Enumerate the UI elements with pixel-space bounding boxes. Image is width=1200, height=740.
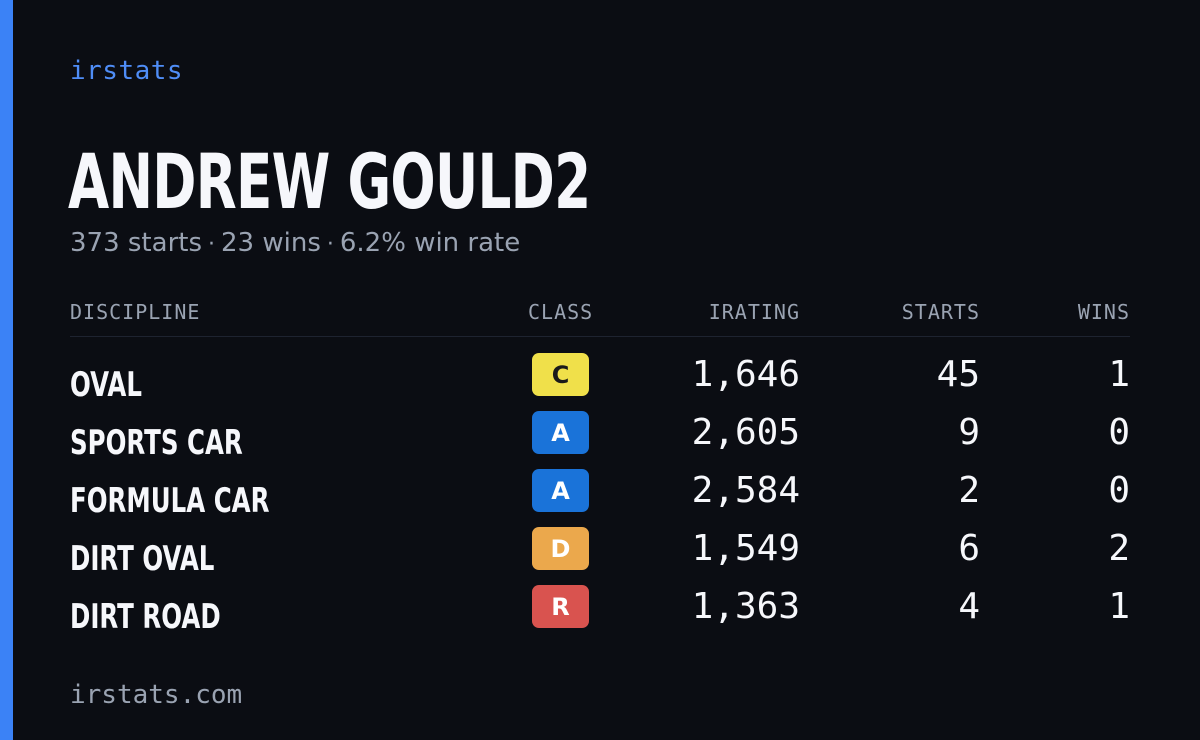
player-summary: 373 starts · 23 wins · 6.2% win rate (70, 228, 520, 258)
class-badge: A (532, 469, 589, 512)
irating-value: 1,646 (691, 354, 800, 395)
class-badge: D (532, 527, 589, 570)
discipline-name: SPORTS CAR (70, 423, 243, 463)
table-row: DIRT ROAD R 1,363 4 1 (70, 585, 1130, 643)
header-wins: WINS (1077, 300, 1130, 324)
irating-value: 2,605 (691, 412, 800, 453)
discipline-table: DISCIPLINE CLASS IRATING STARTS WINS OVA… (70, 296, 1130, 643)
summary-starts: 373 starts (70, 228, 202, 258)
starts-value: 6 (958, 528, 980, 569)
table-body: OVAL C 1,646 45 1 SPORTS CAR A 2,605 9 0… (70, 353, 1130, 643)
header-starts: STARTS (901, 300, 980, 324)
summary-wins: 23 wins (221, 228, 321, 258)
summary-separator: · (326, 232, 334, 257)
brand-logo-text[interactable]: irstats (70, 56, 184, 86)
accent-bar (0, 0, 13, 740)
starts-value: 4 (958, 586, 980, 627)
summary-separator: · (208, 232, 215, 257)
starts-value: 9 (958, 412, 980, 453)
wins-value: 0 (1108, 470, 1130, 511)
table-header: DISCIPLINE CLASS IRATING STARTS WINS (70, 296, 1130, 337)
irating-value: 1,549 (691, 528, 800, 569)
table-row: SPORTS CAR A 2,605 9 0 (70, 411, 1130, 469)
table-row: FORMULA CAR A 2,584 2 0 (70, 469, 1130, 527)
wins-value: 0 (1108, 412, 1130, 453)
wins-value: 2 (1108, 528, 1130, 569)
starts-value: 2 (958, 470, 980, 511)
discipline-name: DIRT OVAL (70, 539, 215, 579)
class-badge: A (532, 411, 589, 454)
header-class: CLASS (528, 300, 594, 324)
header-irating: IRATING (708, 300, 800, 324)
table-row: OVAL C 1,646 45 1 (70, 353, 1130, 411)
wins-value: 1 (1108, 354, 1130, 395)
irating-value: 2,584 (691, 470, 800, 511)
player-name: ANDREW GOULD2 (68, 137, 591, 226)
class-badge: R (532, 585, 589, 628)
header-discipline: DISCIPLINE (70, 300, 201, 324)
table-row: DIRT OVAL D 1,549 6 2 (70, 527, 1130, 585)
summary-win-rate: 6.2% win rate (339, 228, 521, 258)
footer-site-url[interactable]: irstats.com (70, 680, 243, 710)
discipline-name: FORMULA CAR (70, 481, 270, 521)
irating-value: 1,363 (691, 586, 800, 627)
starts-value: 45 (936, 354, 980, 395)
wins-value: 1 (1108, 586, 1130, 627)
discipline-name: OVAL (70, 365, 142, 405)
class-badge: C (532, 353, 589, 396)
discipline-name: DIRT ROAD (70, 597, 221, 637)
